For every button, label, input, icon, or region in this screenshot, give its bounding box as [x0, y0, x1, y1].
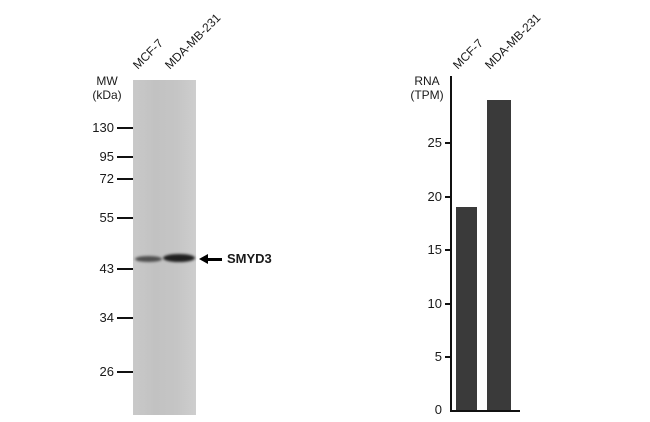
mw-marker-label: 26 [99, 364, 114, 379]
mw-marker-label: 130 [92, 120, 114, 135]
mw-marker-tick [117, 178, 133, 180]
mw-marker-label: 72 [99, 171, 114, 186]
y-tick-label: 20 [427, 189, 442, 204]
y-tick-mark [445, 303, 450, 305]
chart-y-axis-line [450, 76, 452, 411]
y-tick-label: 5 [434, 349, 442, 364]
mw-marker-label: 34 [99, 310, 114, 325]
blot-band-mda-mb-231 [163, 254, 195, 262]
blot-band-mcf7 [135, 256, 162, 262]
y-tick-mark [445, 142, 450, 144]
mw-marker-tick [117, 371, 133, 373]
mw-marker-label: 43 [99, 261, 114, 276]
left-arrow-shaft [207, 258, 222, 261]
y-tick-label: 0 [434, 402, 442, 417]
blot-lane-label-mda-mb-231: MDA-MB-231 [162, 10, 224, 72]
mw-marker-tick [117, 317, 133, 319]
mw-label-line1: MW [96, 74, 118, 88]
chart-category-label-mda-mb-231: MDA-MB-231 [482, 10, 544, 72]
mw-marker-tick [117, 127, 133, 129]
y-tick-mark [445, 249, 450, 251]
chart-y-axis-title: RNA (TPM) [405, 74, 449, 102]
y-tick-mark [445, 196, 450, 198]
chart-plot-area [450, 78, 522, 410]
mw-marker-tick [117, 268, 133, 270]
left-arrow-icon [199, 254, 208, 264]
bar-mcf7 [456, 207, 477, 410]
bar-mda-mb-231 [487, 100, 511, 410]
mw-marker-label: 55 [99, 210, 114, 225]
y-tick-label: 15 [427, 242, 442, 257]
chart-x-axis-line [450, 410, 520, 412]
y-tick-mark [445, 356, 450, 358]
mw-label-line2: (kDa) [92, 88, 122, 102]
mw-marker-tick [117, 217, 133, 219]
mw-marker-label: 95 [99, 149, 114, 164]
western-blot-lane-strip [133, 80, 196, 415]
chart-category-label-mcf7: MCF-7 [450, 36, 486, 72]
blot-lane-label-mcf7: MCF-7 [130, 36, 166, 72]
y-tick-label: 25 [427, 135, 442, 150]
mw-kda-label: MW (kDa) [84, 74, 130, 102]
chart-y-axis-title-line1: RNA [414, 74, 440, 88]
chart-y-axis-title-line2: (TPM) [410, 88, 444, 102]
band-protein-label: SMYD3 [227, 251, 272, 266]
mw-marker-tick [117, 156, 133, 158]
y-tick-label: 10 [427, 296, 442, 311]
